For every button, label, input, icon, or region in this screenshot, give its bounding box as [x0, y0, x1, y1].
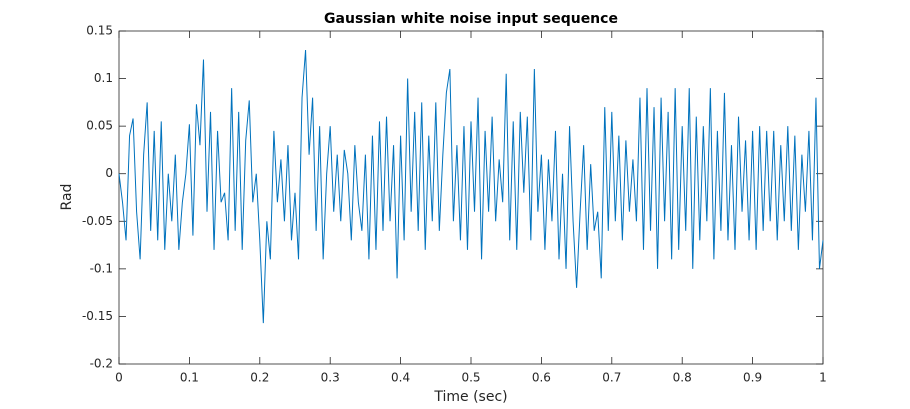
x-tick-label: 0.6 — [532, 371, 551, 385]
x-tick-label: 0.8 — [673, 371, 692, 385]
y-tick-label: -0.15 — [82, 309, 113, 323]
data-line — [118, 49, 824, 324]
y-tick-label: 0.15 — [86, 24, 113, 38]
x-tick-label: 0.9 — [743, 371, 762, 385]
x-tick-label: 1 — [819, 371, 827, 385]
y-tick-label: 0 — [105, 166, 113, 180]
x-tick-label: 0.3 — [321, 371, 340, 385]
y-tick-label: -0.1 — [90, 261, 113, 275]
y-tick-label: -0.05 — [82, 214, 113, 228]
chart-title: Gaussian white noise input sequence — [324, 11, 618, 27]
x-axis-label: Time (sec) — [433, 389, 507, 405]
x-tick-label: 0.7 — [602, 371, 621, 385]
y-tick-label: 0.1 — [94, 71, 113, 85]
x-tick-label: 0.4 — [391, 371, 410, 385]
y-axis-label: Rad — [59, 184, 75, 211]
x-tick-label: 0 — [115, 371, 123, 385]
x-tick-label: 0.1 — [180, 371, 199, 385]
y-tick-label: 0.05 — [86, 119, 113, 133]
x-tick-label: 0.2 — [250, 371, 269, 385]
y-tick-label: -0.2 — [90, 357, 113, 371]
x-tick-label: 0.5 — [461, 371, 480, 385]
